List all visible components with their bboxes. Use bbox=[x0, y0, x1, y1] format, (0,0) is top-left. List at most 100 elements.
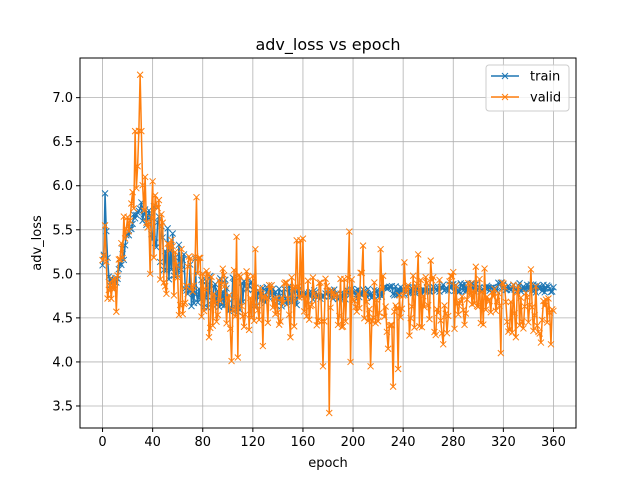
data-point-valid bbox=[225, 291, 233, 299]
data-point-valid bbox=[543, 319, 551, 326]
x-tick-label: 120 bbox=[240, 435, 265, 450]
data-point-valid bbox=[417, 276, 425, 284]
data-point-valid bbox=[246, 294, 254, 302]
series-valid bbox=[99, 71, 557, 417]
data-point-valid bbox=[240, 323, 248, 331]
legend-label: valid bbox=[530, 91, 561, 106]
data-point-valid bbox=[521, 303, 528, 310]
data-point-valid bbox=[406, 332, 413, 339]
data-point-valid bbox=[407, 314, 415, 322]
legend: train valid bbox=[485, 64, 570, 112]
data-point-valid bbox=[541, 302, 549, 310]
y-tick-label: 5.5 bbox=[52, 223, 73, 238]
data-point-valid bbox=[148, 214, 155, 222]
data-point-valid bbox=[408, 303, 416, 310]
data-point-valid bbox=[249, 272, 257, 280]
data-point-valid bbox=[166, 246, 174, 254]
data-point-valid bbox=[476, 275, 483, 283]
data-point-valid bbox=[312, 292, 319, 300]
data-point-valid bbox=[414, 251, 422, 258]
data-point-valid bbox=[432, 331, 440, 339]
data-point-valid bbox=[184, 263, 192, 270]
data-point-valid bbox=[265, 281, 273, 289]
data-point-valid bbox=[154, 204, 162, 212]
data-point-train bbox=[101, 189, 109, 197]
data-point-valid bbox=[528, 303, 536, 311]
data-point-valid bbox=[121, 235, 129, 242]
data-point-valid bbox=[248, 314, 255, 321]
data-point-valid bbox=[295, 294, 303, 301]
data-point-valid bbox=[429, 273, 437, 281]
data-point-valid bbox=[494, 289, 502, 297]
data-point-valid bbox=[158, 210, 165, 218]
data-point-valid bbox=[512, 333, 520, 341]
data-point-valid bbox=[515, 282, 522, 290]
data-point-valid bbox=[387, 321, 394, 329]
data-point-valid bbox=[254, 306, 262, 314]
data-point-valid bbox=[451, 325, 458, 333]
data-point-valid bbox=[355, 304, 363, 312]
x-tick-label: 240 bbox=[391, 435, 416, 450]
data-point-valid bbox=[282, 279, 289, 286]
data-point-valid bbox=[144, 224, 151, 231]
data-point-valid bbox=[302, 293, 309, 301]
data-point-valid bbox=[422, 273, 430, 281]
data-point-valid bbox=[124, 213, 131, 221]
data-point-valid bbox=[401, 259, 408, 266]
data-point-valid bbox=[370, 279, 378, 286]
plot-frame bbox=[79, 57, 577, 429]
data-point-valid bbox=[421, 303, 428, 311]
data-point-valid bbox=[139, 181, 146, 189]
data-point-valid bbox=[181, 299, 189, 307]
data-point-valid bbox=[367, 362, 374, 370]
data-point-valid bbox=[99, 256, 106, 264]
data-point-valid bbox=[369, 314, 377, 321]
data-point-valid bbox=[523, 293, 531, 301]
y-tick-label: 7.0 bbox=[52, 91, 73, 106]
data-point-valid bbox=[532, 283, 540, 290]
data-point-train bbox=[391, 292, 398, 299]
data-point-valid bbox=[486, 297, 493, 305]
y-tick-label: 6.0 bbox=[52, 179, 73, 194]
data-point-valid bbox=[452, 282, 460, 289]
data-point-valid bbox=[497, 349, 505, 357]
data-point-valid bbox=[255, 316, 263, 324]
data-point-valid bbox=[507, 298, 515, 306]
data-point-valid bbox=[333, 290, 341, 297]
data-point-valid bbox=[304, 277, 312, 285]
data-point-valid bbox=[233, 233, 240, 241]
x-tick-label: 80 bbox=[194, 435, 211, 450]
data-point-valid bbox=[503, 318, 511, 326]
data-point-train bbox=[117, 261, 125, 269]
data-point-train bbox=[459, 287, 467, 294]
data-point-train bbox=[548, 288, 556, 295]
y-tick-label: 6.5 bbox=[52, 135, 73, 150]
data-point-valid bbox=[128, 200, 135, 207]
data-point-valid bbox=[436, 276, 443, 284]
data-point-valid bbox=[508, 329, 516, 336]
data-point-valid bbox=[107, 295, 115, 303]
data-point-valid bbox=[536, 330, 544, 337]
data-point-train bbox=[547, 288, 555, 296]
data-point-valid bbox=[327, 304, 334, 312]
data-point-valid bbox=[174, 274, 182, 281]
data-point-valid bbox=[446, 278, 453, 285]
data-point-valid bbox=[145, 219, 153, 227]
data-point-valid bbox=[506, 325, 513, 333]
data-point-valid bbox=[156, 276, 164, 283]
data-point-valid bbox=[378, 286, 386, 293]
data-point-valid bbox=[284, 295, 292, 303]
data-point-valid bbox=[210, 290, 218, 298]
data-point-valid bbox=[238, 302, 245, 310]
data-point-valid bbox=[163, 290, 170, 298]
data-point-valid bbox=[234, 354, 242, 361]
data-point-valid bbox=[348, 276, 356, 283]
data-point-valid bbox=[384, 345, 392, 353]
data-point-valid bbox=[362, 289, 369, 296]
y-axis-ticks: 3.5 4.0 4.5 5.0 5.5 6.0 6.5 7.0 bbox=[52, 91, 80, 414]
data-point-valid bbox=[299, 235, 307, 242]
data-point-valid bbox=[501, 283, 508, 291]
data-point-valid bbox=[443, 329, 451, 337]
data-point-valid bbox=[533, 322, 541, 330]
